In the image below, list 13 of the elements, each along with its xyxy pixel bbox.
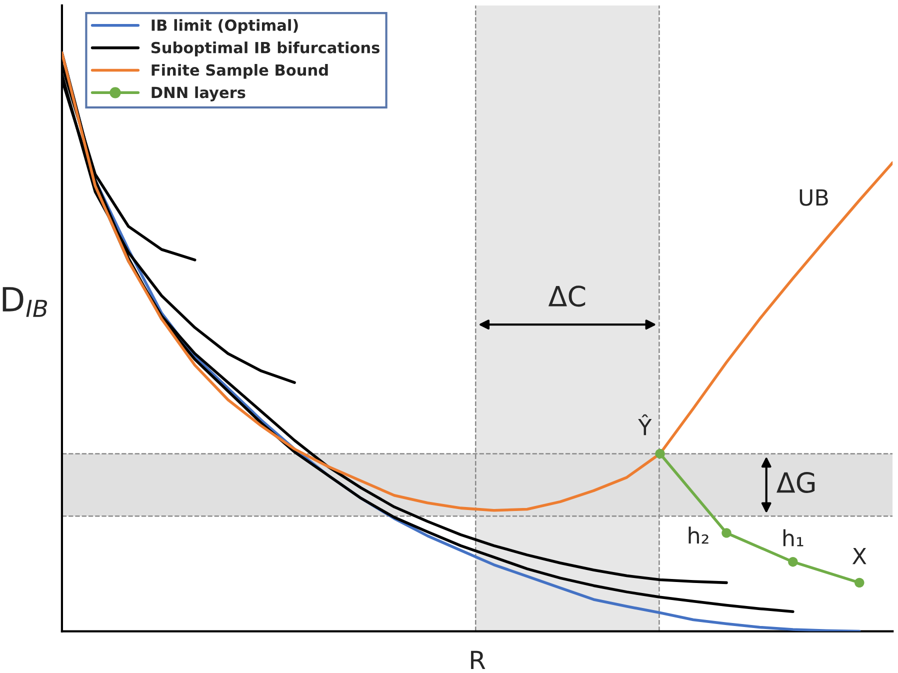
legend-label: DNN layers	[152, 86, 246, 102]
legend-label: IB limit (Optimal)	[152, 19, 298, 34]
annotation: h₂	[688, 526, 708, 544]
annotation: ΔC	[548, 286, 586, 307]
annotation: h₁	[783, 529, 804, 546]
y-axis-title: D$_{IB}$	[2, 287, 48, 317]
x-axis-title: R	[471, 650, 486, 670]
annotation: UB	[800, 189, 828, 206]
annotation: X	[852, 548, 866, 564]
legend-label: Finite Sample Bound	[152, 64, 328, 79]
band-label: ΔG	[776, 472, 815, 493]
annotation: Ŷ	[638, 414, 652, 436]
legend-label: Suboptimal IB bifurcations	[151, 42, 380, 56]
